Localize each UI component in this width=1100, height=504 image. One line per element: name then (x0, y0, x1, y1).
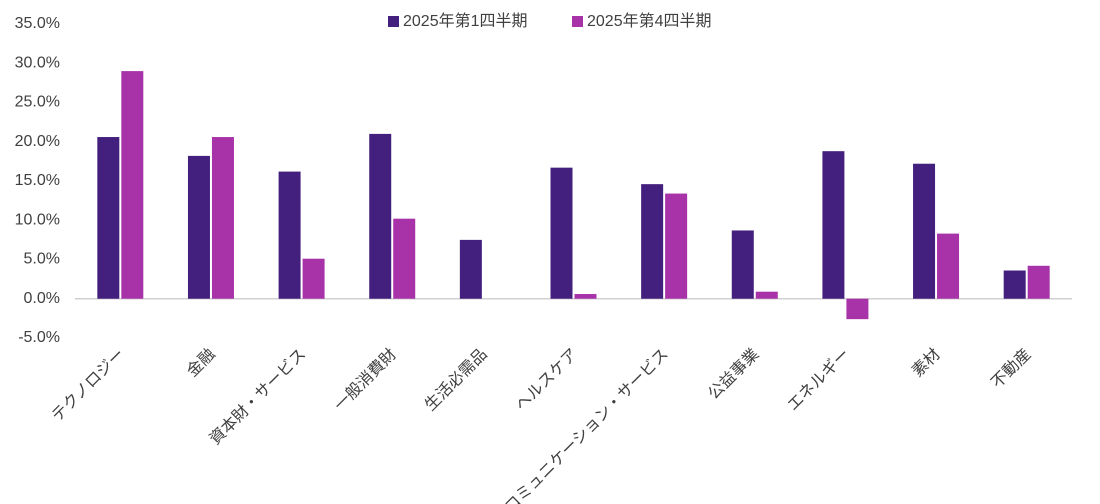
bar (369, 133, 392, 299)
y-tick-label: 20.0% (15, 133, 60, 150)
bar (822, 151, 845, 299)
bar (1003, 270, 1026, 299)
x-tick-label: 資本財・サービス (206, 345, 309, 448)
bar (393, 218, 416, 299)
y-tick-label: 35.0% (15, 15, 60, 32)
bar (302, 258, 325, 299)
x-tick-label: テクノロジー (48, 345, 128, 425)
bar (846, 298, 869, 320)
legend-swatch (572, 16, 583, 27)
y-tick-label: 15.0% (15, 172, 60, 189)
y-tick-label: -5.0% (18, 329, 60, 346)
bar (731, 230, 754, 299)
x-tick-label: 不動産 (988, 345, 1035, 392)
bar (641, 184, 664, 299)
y-tick-label: 25.0% (15, 94, 60, 111)
bar (574, 294, 597, 299)
x-tick-label: 一般消費財 (331, 345, 400, 414)
x-tick-label: 金融 (183, 345, 218, 380)
x-tick-label: エネルギー (784, 345, 853, 414)
legend-swatch (388, 16, 399, 27)
bar (937, 233, 960, 299)
x-tick-label: ヘルスケア (512, 345, 581, 414)
bar (1027, 265, 1050, 299)
bar (97, 137, 120, 299)
x-tick-label: 素材 (908, 345, 943, 380)
y-tick-label: 0.0% (24, 290, 60, 307)
bar (121, 71, 144, 299)
bar (665, 193, 688, 299)
bar (278, 171, 301, 299)
bar (211, 137, 234, 299)
legend-label: 2025年第1四半期 (403, 12, 528, 30)
bar (913, 163, 936, 299)
y-tick-label: 10.0% (15, 211, 60, 228)
bar (187, 155, 210, 299)
y-tick-label: 5.0% (24, 251, 60, 268)
x-tick-label: 公益事業 (705, 345, 763, 403)
legend-label: 2025年第4四半期 (587, 12, 712, 30)
bar (459, 239, 482, 299)
bar (550, 167, 573, 299)
y-tick-label: 30.0% (15, 54, 60, 71)
x-tick-label: コミュニケーション・サービス (501, 345, 672, 504)
bar (755, 291, 778, 299)
x-tick-label: 生活必需品 (421, 345, 490, 414)
